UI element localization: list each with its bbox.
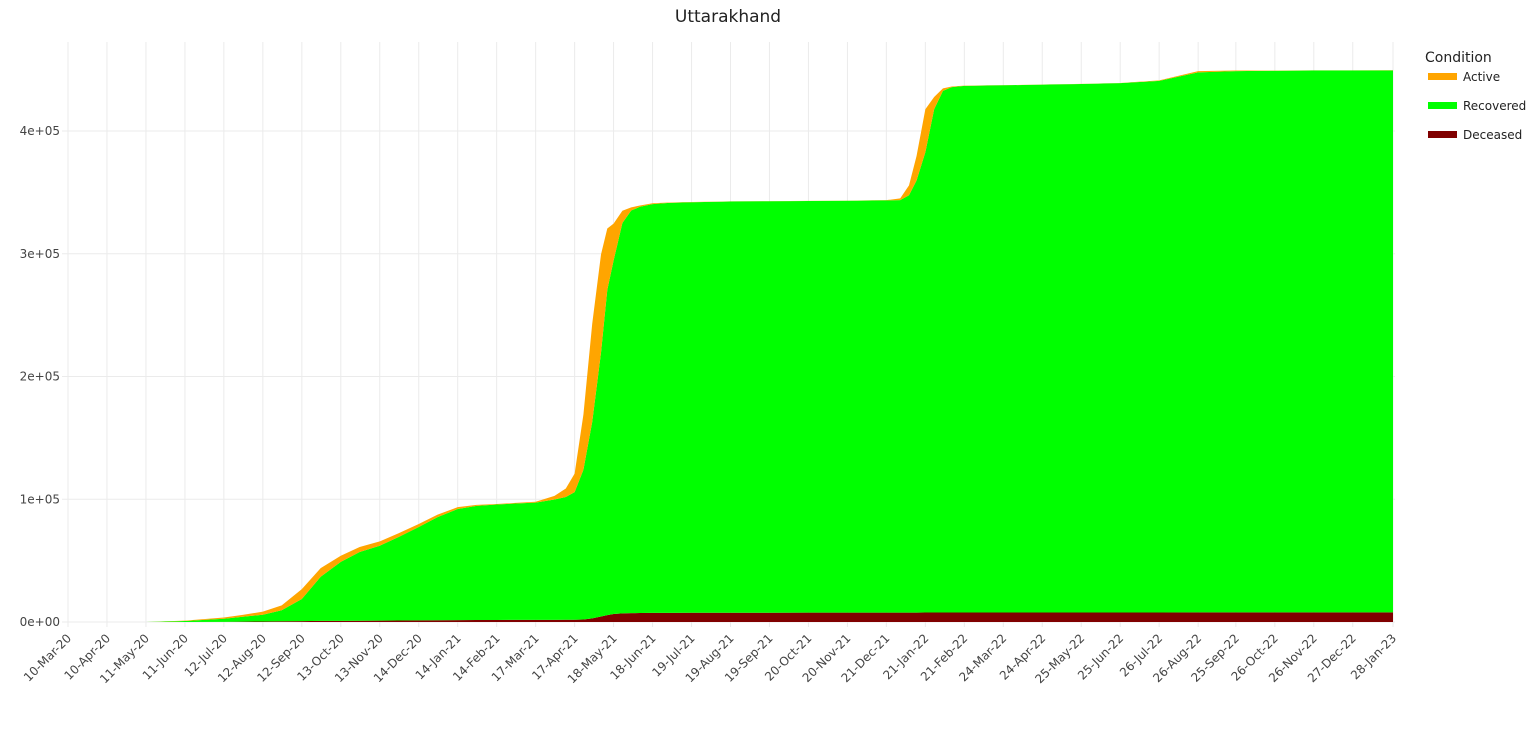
legend-title: Condition xyxy=(1425,50,1492,66)
y-tick-label: 1e+05 xyxy=(20,492,60,506)
legend-label-active: Active xyxy=(1463,70,1500,84)
y-tick-label: 0e+00 xyxy=(20,615,60,629)
y-tick-label: 4e+05 xyxy=(20,124,60,138)
chart-title: Uttarakhand xyxy=(675,7,781,27)
legend: Condition Active Recovered Deceased xyxy=(1425,50,1526,142)
y-tick-label: 2e+05 xyxy=(20,370,60,384)
legend-swatch-recovered xyxy=(1428,102,1457,109)
stacked-areas xyxy=(68,70,1393,622)
legend-label-recovered: Recovered xyxy=(1463,99,1526,113)
legend-swatch-deceased xyxy=(1428,131,1457,138)
legend-swatch-active xyxy=(1428,73,1457,80)
area-deceased xyxy=(68,612,1393,622)
area-recovered xyxy=(68,70,1393,622)
y-tick-label: 3e+05 xyxy=(20,247,60,261)
legend-label-deceased: Deceased xyxy=(1463,128,1522,142)
